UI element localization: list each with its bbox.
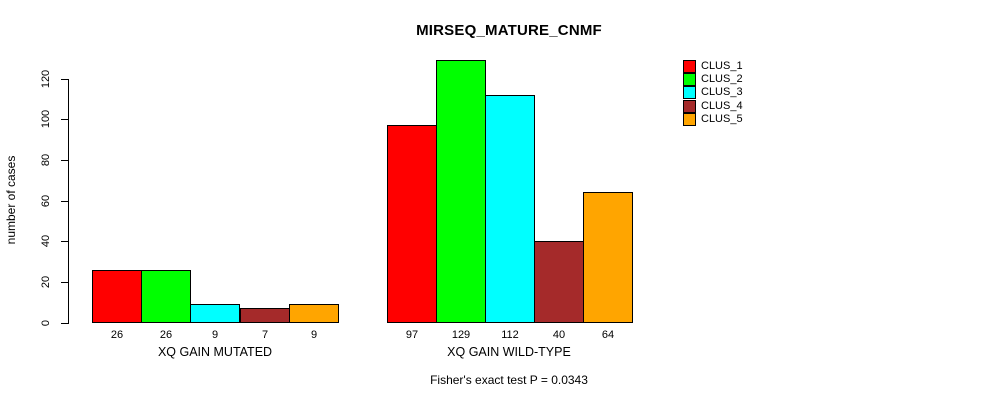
- bar-clus_5-group1: [289, 304, 339, 323]
- legend-swatch-clus_5: [683, 112, 696, 126]
- group-label-xq-gain-mutated: XQ GAIN MUTATED: [157, 345, 273, 359]
- legend-item-label: CLUS_4: [701, 99, 743, 112]
- y-tick-label: 100: [40, 109, 52, 129]
- legend-item: CLUS_3: [683, 86, 743, 100]
- legend-item-label: CLUS_2: [701, 73, 743, 86]
- y-tick-mark: [61, 79, 68, 80]
- legend-swatch-clus_3: [683, 86, 696, 100]
- legend-swatch-clus_4: [683, 99, 696, 113]
- y-tick-label: 20: [40, 275, 52, 288]
- bar-value-label: 112: [501, 329, 519, 341]
- legend-swatch-clus_2: [683, 73, 696, 87]
- bar-clus_1-group1: [92, 270, 142, 323]
- y-tick-mark: [61, 282, 68, 283]
- bar-clus_3-group2: [485, 95, 535, 323]
- bar-clus_5-group2: [583, 192, 633, 323]
- y-tick-mark: [61, 241, 68, 242]
- legend-item: CLUS_2: [683, 73, 743, 87]
- bar-value-label: 40: [552, 329, 566, 341]
- bar-value-label: 9: [310, 329, 318, 341]
- bar-clus_1-group2: [387, 125, 437, 323]
- legend-item-label: CLUS_3: [701, 86, 743, 99]
- y-tick-mark: [61, 201, 68, 202]
- bar-clus_2-group1: [141, 270, 191, 323]
- y-tick-label: 0: [40, 319, 52, 326]
- y-tick-label: 120: [40, 69, 52, 88]
- legend-item: CLUS_5: [683, 112, 743, 126]
- legend: CLUS_1 CLUS_2 CLUS_3 CLUS_4 CLUS_5: [683, 60, 743, 126]
- bar-value-label: 26: [110, 329, 124, 341]
- y-tick-label: 40: [40, 235, 52, 248]
- bar-value-label: 9: [211, 329, 219, 341]
- y-tick-mark: [61, 160, 68, 161]
- y-tick-label: 60: [40, 194, 52, 207]
- bar-value-label: 7: [261, 329, 269, 341]
- bar-value-label: 129: [451, 329, 471, 341]
- bar-clus_3-group1: [190, 304, 240, 323]
- y-axis-line: [68, 79, 69, 324]
- bar-clus_4-group1: [240, 308, 290, 323]
- legend-item: CLUS_1: [683, 60, 743, 74]
- bar-clus_2-group2: [436, 60, 486, 323]
- legend-item: CLUS_4: [683, 99, 743, 113]
- caption-fishers-exact-test: Fisher's exact test P = 0.0343: [430, 373, 588, 387]
- y-tick-label: 80: [40, 153, 52, 166]
- bar-value-label: 64: [601, 329, 615, 341]
- y-tick-mark: [61, 323, 68, 324]
- bar-clus_4-group2: [534, 241, 584, 323]
- y-axis-label: number of cases: [4, 155, 18, 245]
- legend-item-label: CLUS_5: [701, 112, 743, 125]
- chart-title: MIRSEQ_MATURE_CNMF: [416, 22, 602, 39]
- bar-value-label: 97: [405, 329, 419, 341]
- legend-swatch-clus_1: [683, 60, 696, 74]
- legend-item-label: CLUS_1: [701, 60, 743, 73]
- group-label-xq-gain-wild-type: XQ GAIN WILD-TYPE: [447, 345, 571, 359]
- y-tick-mark: [61, 119, 68, 120]
- bar-value-label: 26: [159, 329, 173, 341]
